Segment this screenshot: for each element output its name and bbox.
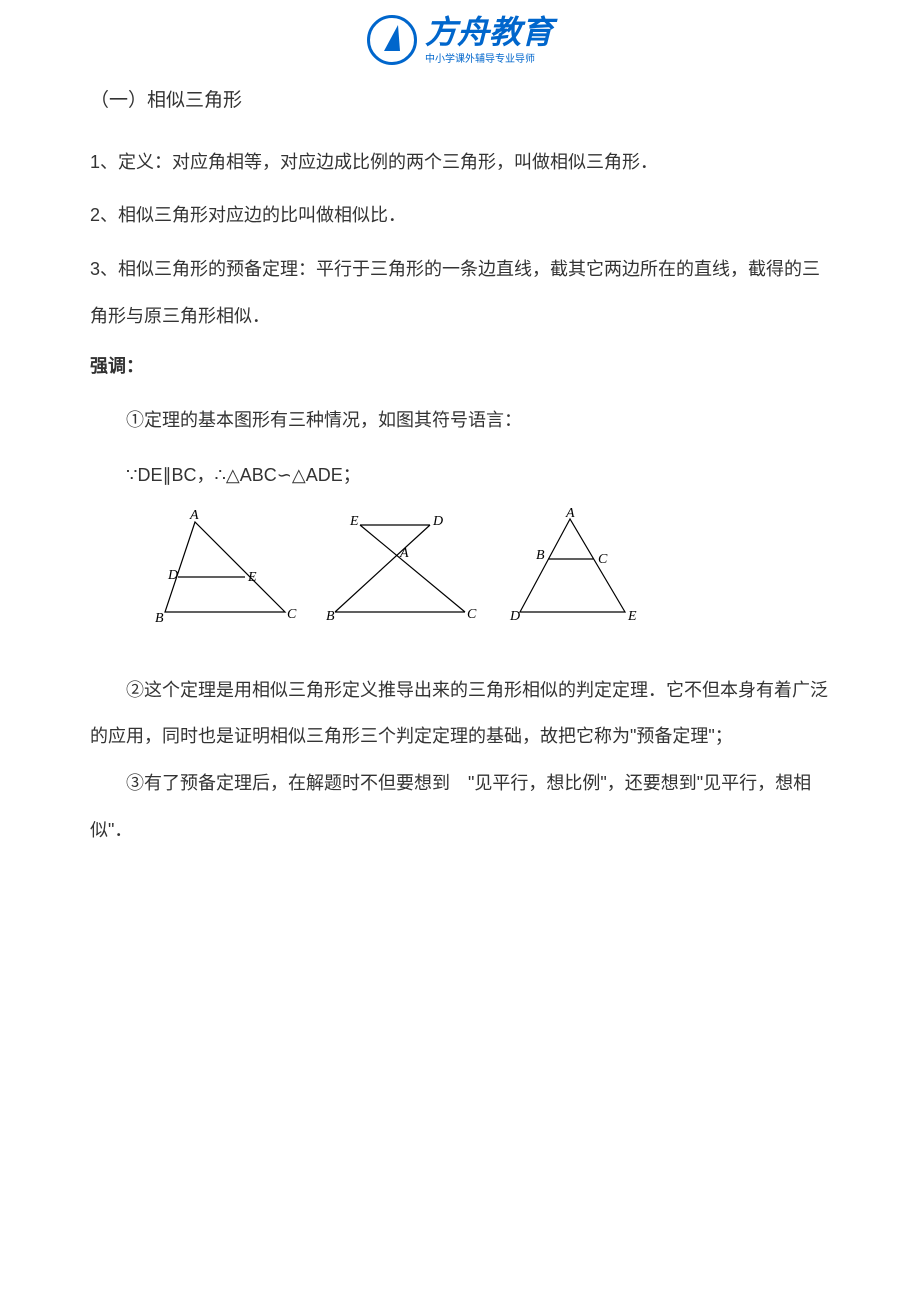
diagram-1: A D E B C <box>140 507 300 627</box>
diagram-2-label-B: B <box>326 609 335 624</box>
logo-text-block: 方舟教育 中小学课外辅导专业导师 <box>425 16 553 65</box>
diagram-1-label-E: E <box>247 570 257 585</box>
diagram-2-label-E: E <box>349 514 359 529</box>
logo: 方舟教育 中小学课外辅导专业导师 <box>367 15 553 65</box>
paragraph-2: 2、相似三角形对应边的比叫做相似比． <box>90 193 830 238</box>
note-3: ③有了预备定理后，在解题时不但要想到 "见平行，想比例"，还要想到"见平行，想相… <box>90 760 830 854</box>
logo-sailboat-icon <box>367 15 417 65</box>
paragraph-3: 3、相似三角形的预备定理：平行于三角形的一条边直线，截其它两边所在的直线，截得的… <box>90 246 830 340</box>
diagram-2: E D A B C <box>320 507 480 627</box>
diagram-2-label-C: C <box>467 607 477 622</box>
diagram-1-label-A: A <box>189 508 199 523</box>
formula: ∵DE∥BC，∴△ABC∽△ADE； <box>90 461 830 487</box>
triangle-diagrams: A D E B C E D A B C <box>90 507 830 627</box>
diagram-3-label-D: D <box>509 609 520 624</box>
diagram-1-label-D: D <box>167 568 178 583</box>
diagram-3: A B C D E <box>500 507 650 627</box>
diagram-3-label-A: A <box>565 507 575 521</box>
diagram-1-label-C: C <box>287 607 297 622</box>
diagram-3-label-C: C <box>598 552 608 567</box>
diagram-1-label-B: B <box>155 611 164 626</box>
emphasis-label: 强调： <box>90 352 830 378</box>
logo-title: 方舟教育 <box>425 16 553 48</box>
section-heading: （一）相似三角形 <box>90 85 830 112</box>
note-1: ①定理的基本图形有三种情况，如图其符号语言： <box>90 398 830 443</box>
diagram-3-label-B: B <box>536 548 545 563</box>
paragraph-1: 1、定义：对应角相等，对应边成比例的两个三角形，叫做相似三角形． <box>90 140 830 185</box>
note-2: ②这个定理是用相似三角形定义推导出来的三角形相似的判定定理．它不但本身有着广泛的… <box>90 667 830 761</box>
logo-header: 方舟教育 中小学课外辅导专业导师 <box>0 0 920 85</box>
diagram-2-label-A: A <box>399 546 409 561</box>
document-body: （一）相似三角形 1、定义：对应角相等，对应边成比例的两个三角形，叫做相似三角形… <box>0 85 920 854</box>
diagram-2-label-D: D <box>432 514 443 529</box>
logo-subtitle: 中小学课外辅导专业导师 <box>425 50 553 65</box>
diagram-3-label-E: E <box>627 609 637 624</box>
